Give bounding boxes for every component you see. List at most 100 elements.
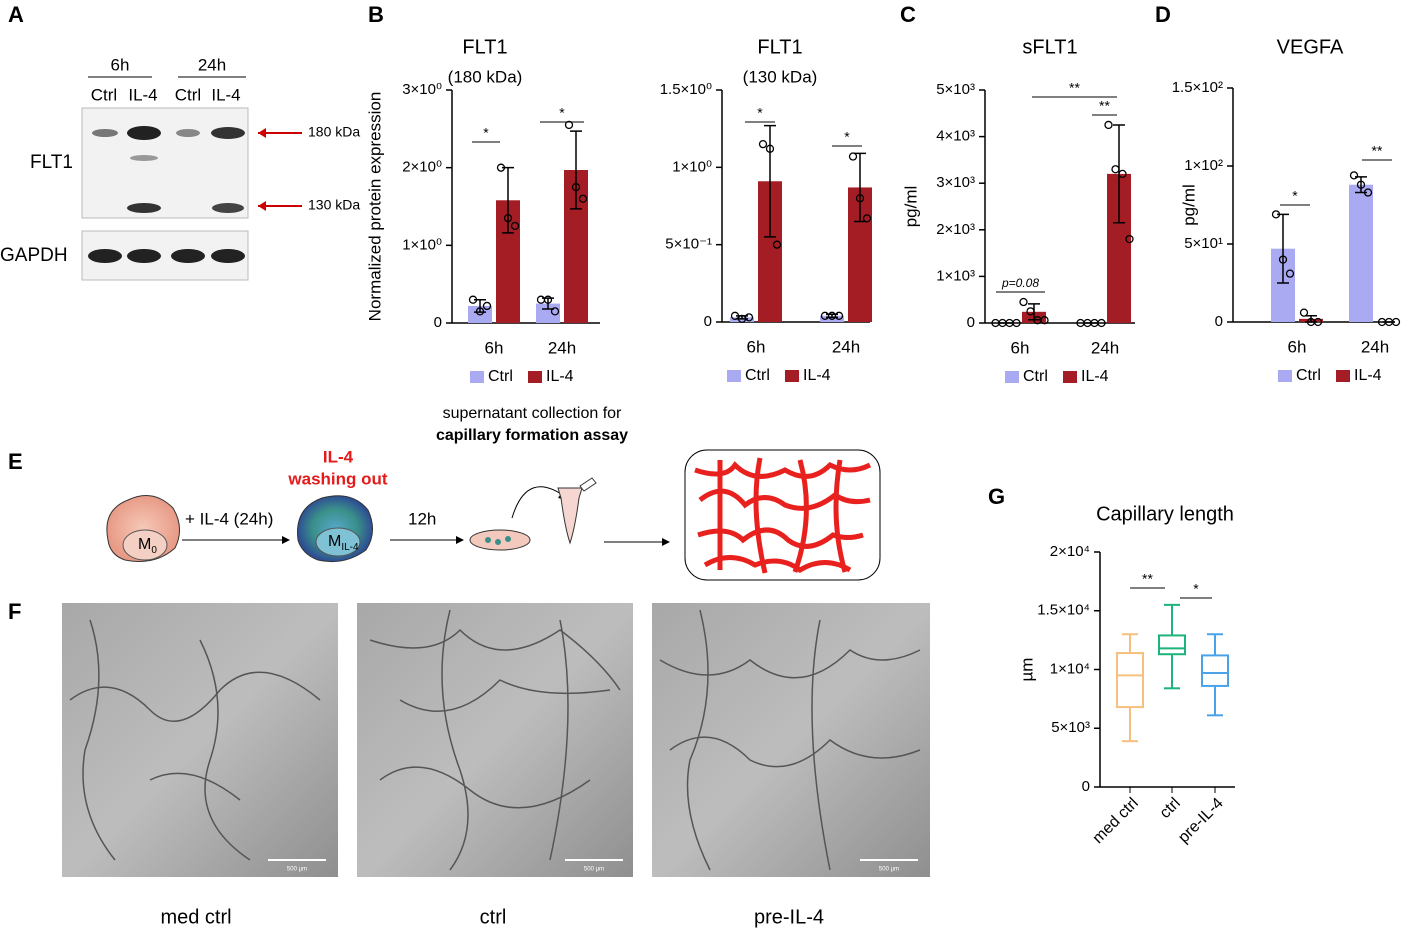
legend-swatch	[528, 371, 542, 383]
band	[127, 249, 161, 263]
legend-label: Ctrl	[488, 368, 513, 385]
panel-label: B	[368, 2, 384, 27]
y-tick-label: 1×10³	[936, 267, 975, 284]
data-point	[1026, 307, 1035, 316]
data-point	[1019, 297, 1028, 307]
significance-label: **	[1142, 571, 1153, 587]
micrograph: 500 µm	[357, 603, 633, 877]
image	[357, 603, 633, 877]
y-tick-label: 2×10³	[936, 221, 975, 238]
chart-title: sFLT1	[1022, 36, 1077, 58]
significance-label: **	[1372, 143, 1383, 159]
significance-label: *	[844, 129, 850, 145]
data-point	[758, 139, 768, 149]
y-tick-label: 0	[704, 313, 712, 330]
tube-cap	[579, 477, 597, 492]
data-point	[571, 182, 581, 192]
y-axis-label: Normalized protein expression	[365, 92, 384, 322]
cell-label-sub: IL-4	[341, 542, 359, 553]
vessel	[369, 609, 621, 871]
protein-label: GAPDH	[0, 245, 68, 266]
y-tick-label: 1×10⁰	[402, 236, 442, 253]
data-point	[862, 214, 872, 223]
panel-label: E	[8, 449, 23, 474]
significance-label: **	[1099, 98, 1110, 114]
data-point	[578, 194, 588, 203]
data-point	[1356, 180, 1366, 189]
chart-title: VEGFA	[1277, 36, 1344, 58]
network	[694, 457, 872, 574]
scale-label: 500 µm	[879, 867, 899, 873]
cell-label: M0	[138, 536, 157, 555]
scale-label: 500 µm	[287, 867, 307, 873]
time-label: 6h	[111, 55, 130, 74]
legend-label: IL-4	[1354, 367, 1382, 384]
cell-label-main: M	[138, 536, 151, 553]
significance-label: *	[483, 125, 489, 141]
x-tick-label: med ctrl	[1090, 795, 1142, 847]
y-tick-label: 5×10⁻¹	[665, 236, 712, 253]
band	[127, 126, 161, 140]
legend-swatch	[727, 370, 741, 382]
data-point	[1104, 120, 1113, 130]
data-point	[765, 144, 775, 153]
band	[171, 249, 205, 263]
image	[62, 603, 338, 877]
data-point	[1299, 308, 1309, 317]
y-tick-label: 0	[1082, 778, 1090, 795]
band	[127, 203, 161, 213]
panel-label: G	[988, 484, 1005, 509]
significance-label: p=0.08	[1001, 276, 1039, 290]
legend-swatch	[1278, 370, 1292, 382]
legend-label: IL-4	[546, 368, 574, 385]
data-point	[855, 194, 865, 203]
nucleus	[315, 527, 361, 557]
data-point	[510, 221, 520, 231]
data-point	[496, 163, 506, 172]
tube	[557, 487, 583, 545]
time-label: 24h	[198, 55, 226, 74]
legend-swatch	[1336, 370, 1350, 382]
protein-label: FLT1	[30, 152, 73, 173]
legend-label: Ctrl	[745, 367, 770, 384]
data-point	[772, 240, 782, 249]
data-point	[1271, 210, 1281, 219]
y-tick-label: 2×10⁰	[402, 159, 442, 176]
x-tick-label: ctrl	[1157, 795, 1184, 822]
panel-label: F	[8, 599, 21, 624]
x-tick-label: 6h	[1011, 338, 1030, 357]
chart-subtitle: (180 kDa)	[448, 67, 523, 86]
x-tick-label: 6h	[747, 337, 766, 356]
data-point	[1285, 269, 1295, 278]
cell-label: MIL-4	[328, 533, 359, 552]
data-point	[482, 301, 492, 311]
y-axis-label: pg/ml	[901, 186, 920, 228]
legend-swatch	[470, 371, 484, 383]
box	[1116, 652, 1144, 709]
collection-label: supernatant collection for	[443, 405, 622, 422]
data-point	[1012, 318, 1021, 328]
arrow-head	[258, 128, 266, 138]
data-point	[550, 307, 560, 316]
arrow-head	[456, 536, 464, 544]
legend-swatch	[1005, 371, 1019, 383]
data-point	[834, 311, 844, 320]
network-frame	[684, 449, 881, 581]
y-tick-label: 1.5×10⁴	[1037, 602, 1090, 619]
wash-label: washing out	[287, 469, 388, 488]
y-tick-label: 0	[434, 314, 442, 331]
image	[652, 603, 930, 877]
y-axis-label: pg/ml	[1179, 184, 1198, 226]
arrow-head	[258, 201, 266, 211]
x-tick-label: pre-IL-4	[1175, 795, 1227, 847]
data-point	[1349, 171, 1359, 180]
y-tick-label: 4×10³	[936, 128, 975, 145]
y-tick-label: 3×10³	[936, 174, 975, 191]
vessel	[659, 609, 921, 871]
y-tick-label: 5×10³	[936, 81, 975, 98]
micrograph: 500 µm	[62, 603, 338, 877]
panel-label: D	[1155, 2, 1171, 27]
y-tick-label: 1.5×10²	[1172, 79, 1223, 96]
cell-label-main: M	[328, 533, 341, 550]
